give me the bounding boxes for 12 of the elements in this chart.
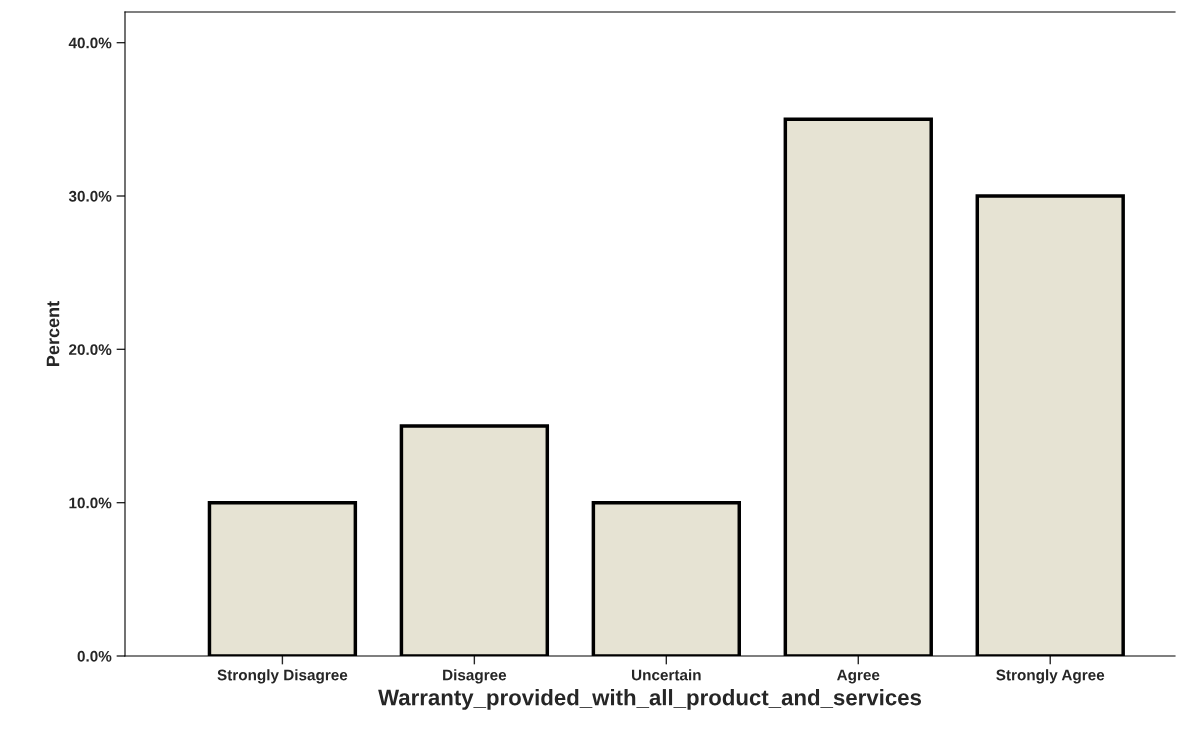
y-tick-label: 10.0% xyxy=(69,497,112,509)
y-tick-label: 0.0% xyxy=(77,650,112,662)
y-tick-label: 30.0% xyxy=(68,190,112,202)
x-tick-label: Uncertain xyxy=(632,669,701,681)
x-tick-label: Strongly Agree xyxy=(996,669,1105,684)
y-tick-label: 40.0% xyxy=(68,37,112,49)
x-tick-label: Disagree xyxy=(443,669,507,684)
x-axis-title: Warranty_provided_with_all_product_and_services xyxy=(378,689,922,710)
y-tick-label: 20.0% xyxy=(69,344,112,356)
x-tick-label: Agree xyxy=(837,669,880,684)
x-tick-label: Strongly Disagree xyxy=(217,669,348,684)
y-axis-title: Percent xyxy=(46,301,60,366)
